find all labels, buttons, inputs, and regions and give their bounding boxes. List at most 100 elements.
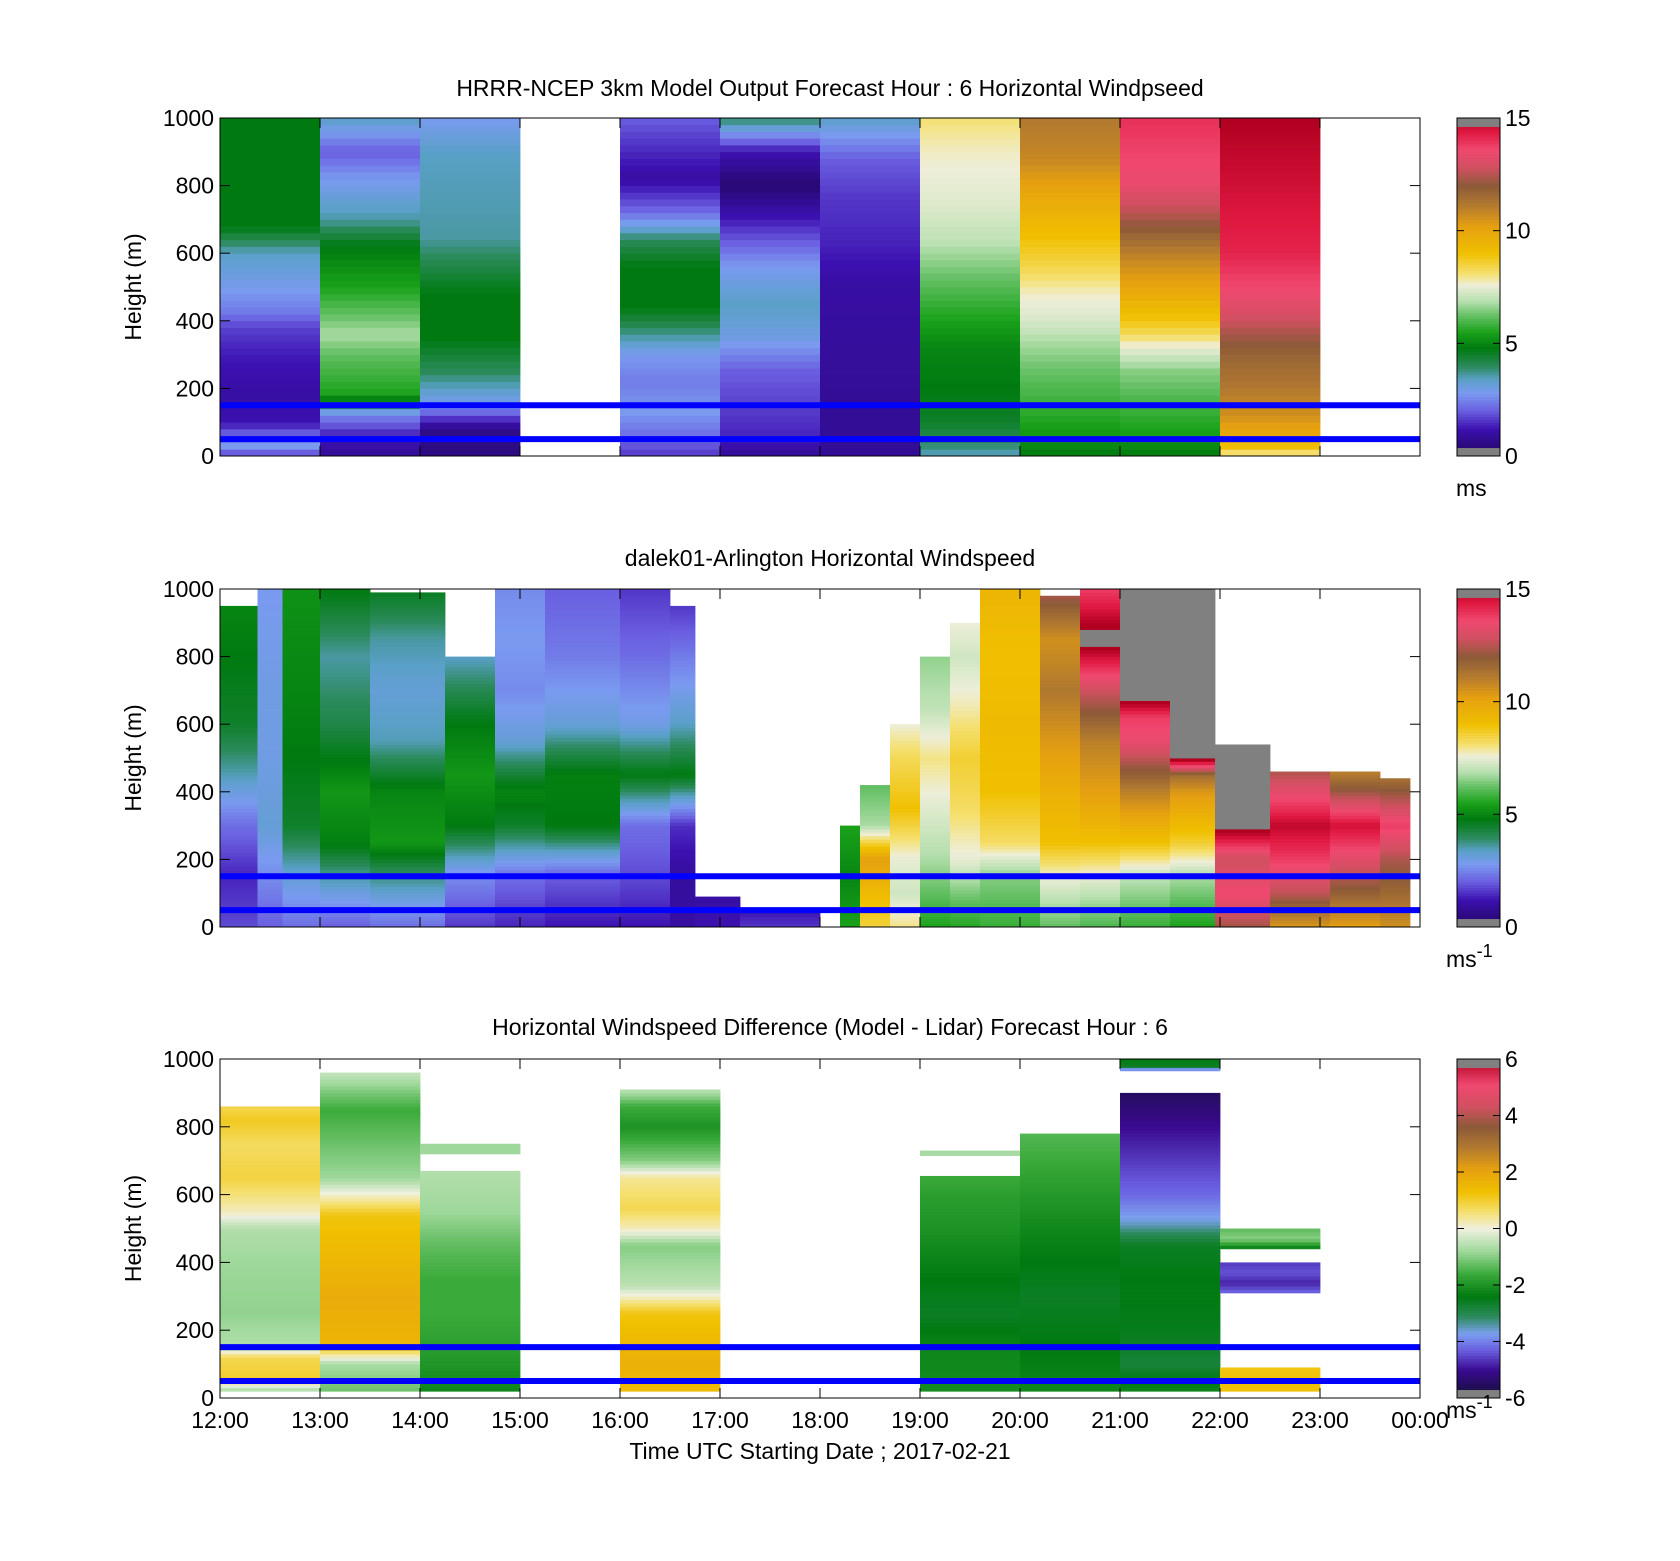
heatmap-cell	[257, 626, 283, 630]
heatmap-cell	[1120, 629, 1171, 634]
heatmap-cell	[1120, 656, 1171, 661]
heatmap-cell	[620, 700, 671, 705]
heatmap-cell	[320, 205, 421, 214]
heatmap-cell	[420, 1330, 521, 1334]
heatmap-cell	[1120, 632, 1171, 637]
heatmap-cell	[282, 781, 321, 786]
heatmap-cell	[420, 1320, 521, 1324]
heatmap-cell	[620, 612, 671, 617]
heatmap-cell	[920, 856, 951, 860]
heatmap-cell	[950, 879, 981, 884]
heatmap-cell	[220, 707, 258, 712]
heatmap-cell	[1040, 785, 1081, 789]
heatmap-cell	[820, 300, 921, 308]
heatmap-cell	[1080, 852, 1121, 857]
heatmap-cell	[740, 920, 821, 925]
y-axis-label: Height (m)	[120, 704, 146, 811]
colorbar-segment	[1457, 247, 1500, 251]
heatmap-cell	[920, 781, 951, 786]
heatmap-cell	[1220, 388, 1321, 396]
heatmap-cell	[920, 903, 951, 908]
heatmap-cell	[1120, 1103, 1221, 1107]
heatmap-cell	[1040, 832, 1081, 837]
colorbar-segment	[1457, 1324, 1500, 1328]
heatmap-cell	[920, 842, 951, 847]
heatmap-cell	[1215, 801, 1271, 806]
heatmap-cell	[1040, 720, 1081, 725]
heatmap-cell	[320, 1126, 421, 1131]
colorbar-tick-label: -2	[1505, 1272, 1525, 1298]
heatmap-cell	[1040, 602, 1081, 607]
colorbar-segment	[1457, 371, 1500, 375]
heatmap-cell	[1080, 754, 1121, 759]
heatmap-cell	[320, 747, 371, 752]
heatmap-cell	[920, 670, 951, 674]
heatmap-cell	[220, 605, 258, 610]
heatmap-cell	[950, 741, 981, 745]
heatmap-cell	[1020, 199, 1121, 207]
colorbar-segment	[1457, 1333, 1500, 1337]
heatmap-cell	[1020, 1353, 1121, 1358]
heatmap-cell	[860, 923, 891, 928]
heatmap-cell	[257, 703, 283, 708]
heatmap-cell	[320, 889, 371, 894]
heatmap-cell	[1120, 1133, 1221, 1138]
heatmap-cell	[720, 320, 821, 328]
heatmap-cell	[320, 659, 371, 664]
heatmap-cell	[1170, 609, 1216, 614]
heatmap-cell	[420, 1292, 521, 1297]
heatmap-cell	[1040, 754, 1081, 759]
heatmap-cell	[620, 287, 721, 295]
heatmap-cell	[890, 889, 921, 894]
heatmap-cell	[1170, 690, 1216, 695]
heatmap-cell	[920, 676, 951, 681]
heatmap-cell	[1080, 714, 1121, 718]
heatmap-cell	[257, 886, 283, 891]
heatmap-cell	[620, 1286, 721, 1290]
heatmap-cell	[1120, 1299, 1221, 1304]
heatmap-cell	[1170, 673, 1216, 678]
heatmap-cell	[320, 656, 371, 661]
heatmap-cell	[320, 795, 371, 799]
heatmap-cell	[920, 145, 1021, 153]
heatmap-cell	[920, 1282, 1021, 1287]
heatmap-cell	[257, 808, 283, 813]
heatmap-cell	[1220, 253, 1321, 261]
colorbar-segment	[1457, 388, 1500, 392]
heatmap-cell	[495, 845, 546, 850]
heatmap-cell	[420, 1214, 521, 1219]
heatmap-cell	[1040, 896, 1081, 901]
colorbar-segment	[1457, 219, 1500, 223]
colorbar-segment	[1457, 783, 1500, 787]
heatmap-cell	[1270, 781, 1331, 786]
heatmap-cell	[980, 751, 1041, 756]
heatmap-cell	[1170, 680, 1216, 685]
heatmap-cell	[370, 808, 446, 813]
colorbar-segment	[1457, 264, 1500, 268]
heatmap-cell	[890, 852, 921, 857]
heatmap-cell	[370, 916, 446, 921]
heatmap-cell	[320, 683, 371, 688]
heatmap-cell	[1330, 795, 1381, 799]
heatmap-cell	[220, 1225, 321, 1229]
heatmap-cell	[1080, 798, 1121, 803]
heatmap-cell	[320, 374, 421, 383]
heatmap-cell	[695, 913, 741, 918]
heatmap-cell	[860, 788, 891, 793]
heatmap-cell	[545, 842, 621, 847]
heatmap-cell	[495, 720, 546, 725]
colorbar-segment	[1457, 634, 1500, 638]
heatmap-cell	[220, 791, 258, 796]
heatmap-cell	[1120, 1252, 1221, 1257]
heatmap-cell	[620, 354, 721, 362]
heatmap-cell	[1080, 666, 1121, 671]
colorbar-segment	[1457, 1242, 1500, 1246]
heatmap-cell	[920, 239, 1021, 247]
heatmap-cell	[320, 1248, 421, 1253]
heatmap-cell	[320, 280, 421, 288]
colorbar-segment	[1457, 129, 1500, 133]
heatmap-cell	[370, 693, 446, 698]
heatmap-cell	[1170, 788, 1216, 793]
heatmap-cell	[370, 687, 446, 691]
